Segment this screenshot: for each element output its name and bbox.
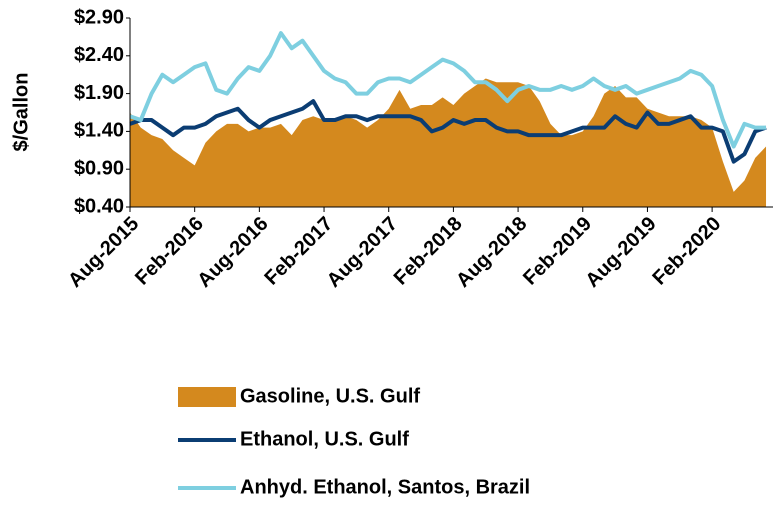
x-tick-label: Aug-2018 [452, 213, 531, 292]
x-tick-label: Feb-2020 [649, 213, 726, 290]
x-tick-label: Aug-2017 [323, 213, 402, 292]
y-tick-label: $1.90 [74, 82, 124, 104]
y-tick-label: $0.40 [74, 195, 124, 217]
y-tick-label: $2.90 [74, 6, 124, 28]
x-tick-label: Aug-2019 [581, 213, 660, 292]
x-tick-label: Aug-2015 [64, 213, 143, 292]
area [130, 78, 767, 207]
legend-label: Gasoline, U.S. Gulf [240, 385, 420, 407]
y-tick-label: $2.40 [74, 44, 124, 66]
legend-label: Anhyd. Ethanol, Santos, Brazil [240, 476, 530, 498]
y-tick-label: $0.90 [74, 157, 124, 179]
line [129, 99, 767, 164]
legend-label: Ethanol, U.S. Gulf [240, 428, 409, 450]
x-tick-label: Aug-2016 [193, 213, 272, 292]
line [129, 31, 767, 149]
y-axis-label: $/Gallon [10, 73, 32, 152]
legend-swatch [178, 387, 236, 407]
y-tick-label: $1.40 [74, 120, 124, 142]
